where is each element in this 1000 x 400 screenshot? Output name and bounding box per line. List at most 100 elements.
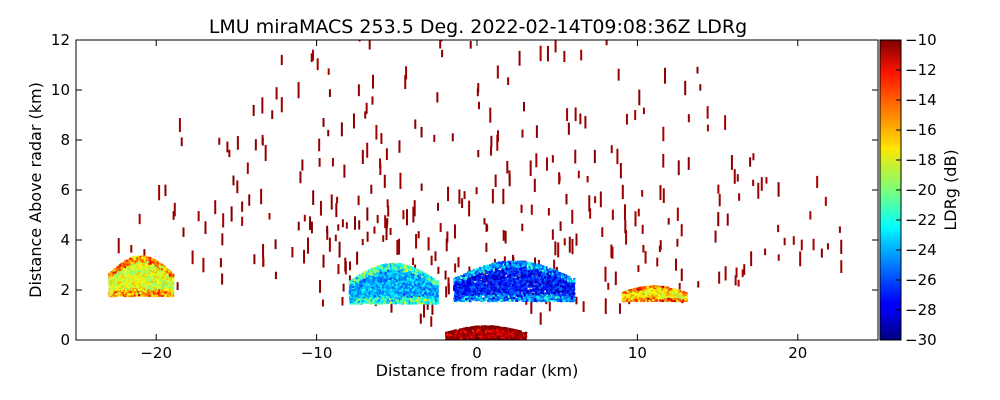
echo-pixel xyxy=(382,281,386,284)
echo-pixel xyxy=(380,267,383,270)
echo-streak xyxy=(406,209,409,226)
echo-streak xyxy=(280,54,283,66)
echo-pixel xyxy=(408,271,412,275)
echo-pixel xyxy=(373,287,376,290)
echo-streak xyxy=(398,140,401,153)
echo-pixel xyxy=(399,287,402,290)
echo-pixel xyxy=(388,275,391,279)
echo-streak xyxy=(430,255,433,266)
echo-pixel xyxy=(397,263,400,266)
echo-streak xyxy=(260,188,263,205)
echo-pixel xyxy=(428,300,432,303)
echo-streak xyxy=(485,242,488,252)
echo-pixel xyxy=(419,298,422,301)
echo-pixel xyxy=(417,281,420,284)
echo-streak xyxy=(490,135,493,148)
echo-streak xyxy=(310,53,313,63)
echo-pixel xyxy=(379,285,383,288)
echo-pixel xyxy=(401,267,404,270)
echo-streak xyxy=(299,171,302,184)
echo-pixel xyxy=(349,297,352,300)
echo-streak xyxy=(453,224,456,239)
echo-pixel xyxy=(389,301,392,304)
echo-pixel xyxy=(415,298,418,301)
echo-pixel xyxy=(375,294,378,297)
echo-streak xyxy=(717,212,720,227)
echo-pixel xyxy=(387,293,390,296)
echo-streak xyxy=(344,257,347,272)
echo-pixel xyxy=(378,267,381,270)
echo-pixel xyxy=(376,285,379,288)
echo-pixel xyxy=(408,294,411,297)
echo-pixel xyxy=(362,276,365,279)
echo-pixel xyxy=(392,268,395,272)
echo-streak xyxy=(319,200,322,216)
echo-pixel xyxy=(431,302,434,305)
echo-pixel xyxy=(366,270,369,273)
echo-pixel xyxy=(364,274,367,277)
echo-pixel xyxy=(353,291,356,294)
echo-pixel xyxy=(383,287,387,291)
echo-pixel xyxy=(401,265,404,268)
echo-pixel xyxy=(430,280,433,284)
echo-pixel xyxy=(417,290,420,293)
echo-streak xyxy=(327,68,330,75)
echo-pixel xyxy=(376,281,379,284)
echo-pixel xyxy=(405,287,409,290)
echo-pixel xyxy=(386,280,390,283)
echo-pixel xyxy=(413,270,416,273)
echo-streak xyxy=(749,157,752,167)
echo-pixel xyxy=(394,296,397,300)
echo-streak xyxy=(575,233,578,246)
echo-streak xyxy=(214,200,217,215)
echo-pixel xyxy=(387,298,390,301)
echo-pixel xyxy=(385,291,389,294)
echo-pixel xyxy=(389,294,392,297)
echo-pixel xyxy=(417,288,420,291)
echo-pixel xyxy=(404,288,407,291)
echo-pixel xyxy=(382,285,385,288)
echo-pixel xyxy=(385,289,389,292)
echo-streak xyxy=(334,234,337,242)
echo-pixel xyxy=(407,276,410,279)
echo-pixel xyxy=(380,265,383,268)
echo-pixel xyxy=(423,300,426,303)
echo-streak xyxy=(816,175,819,188)
echo-pixel xyxy=(361,294,364,297)
echo-pixel xyxy=(432,293,435,296)
echo-pixel xyxy=(401,298,405,301)
echo-pixel xyxy=(365,289,368,292)
echo-pixel xyxy=(365,300,368,303)
echo-pixel xyxy=(387,292,391,295)
echo-streak xyxy=(601,227,604,238)
echo-pixel xyxy=(382,295,385,299)
echo-pixel xyxy=(429,296,432,299)
echo-streak xyxy=(402,210,405,220)
echo-streak xyxy=(644,251,647,264)
echo-pixel xyxy=(392,299,395,302)
echo-pixel xyxy=(352,278,355,282)
echo-pixel xyxy=(435,298,438,301)
echo-streak xyxy=(764,248,767,256)
echo-pixel xyxy=(376,274,379,277)
echo-streak xyxy=(546,45,549,62)
echo-streak xyxy=(687,114,690,123)
echo-pixel xyxy=(388,297,391,301)
echo-pixel xyxy=(401,277,404,280)
echo-pixel xyxy=(363,276,366,279)
echo-pixel xyxy=(373,277,377,280)
echo-pixel xyxy=(382,268,385,271)
echo-pixel xyxy=(371,294,374,297)
echo-streak xyxy=(507,77,510,86)
echo-pixel xyxy=(410,295,413,299)
echo-pixel xyxy=(374,269,377,272)
echo-pixel xyxy=(361,299,364,303)
echo-streak xyxy=(604,298,607,315)
echo-streak xyxy=(356,251,359,265)
echo-streak xyxy=(539,312,542,325)
echo-pixel xyxy=(368,279,372,282)
echo-pixel xyxy=(419,281,422,284)
echo-pixel xyxy=(419,273,422,276)
echo-pixel xyxy=(386,276,390,280)
echo-streak xyxy=(176,282,179,291)
